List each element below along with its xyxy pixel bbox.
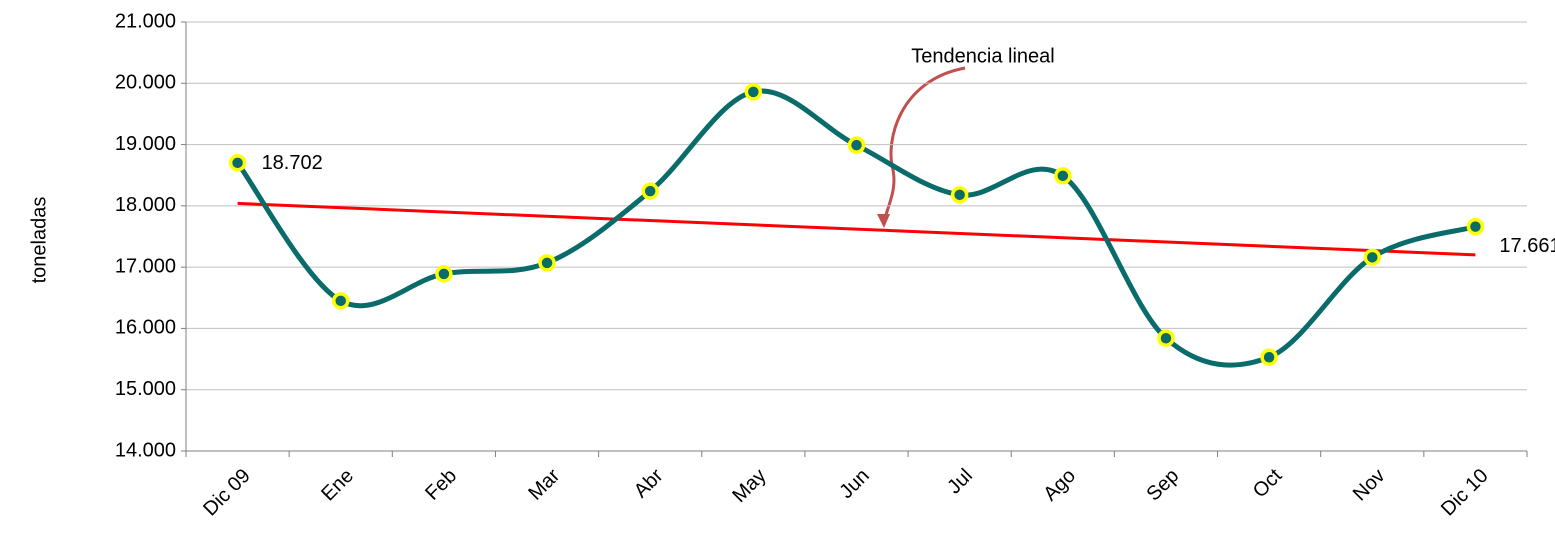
x-tick-label: Oct: [1249, 464, 1287, 502]
y-tick-label: 16.000: [115, 317, 176, 339]
x-tick-label: Nov: [1349, 465, 1390, 506]
y-tick-label: 19.000: [115, 133, 176, 155]
x-tick-label: Mar: [524, 464, 564, 504]
point: [950, 186, 969, 204]
data-label: 17.661: [1499, 235, 1555, 257]
x-tick-label: May: [728, 465, 770, 507]
point: [847, 136, 866, 154]
y-tick-label: 20.000: [115, 72, 176, 94]
point: [1466, 217, 1485, 236]
x-tick-label: Sep: [1143, 465, 1184, 506]
x-tick-label: Ago: [1039, 465, 1080, 506]
point: [1054, 167, 1072, 185]
y-tick-label: 15.000: [115, 378, 176, 400]
x-tick-label: Ene: [317, 465, 358, 506]
y-tick-label: 17.000: [115, 255, 176, 277]
arrow-head: [877, 214, 890, 228]
y-tick-label: 18.000: [115, 194, 176, 216]
point: [641, 182, 659, 200]
x-tick-label: Dic 10: [1437, 465, 1493, 521]
y-tick-label: 21.000: [115, 10, 176, 32]
point: [228, 154, 247, 172]
annotation: Tendencia lineal: [911, 45, 1054, 67]
x-tick-label: Jul: [943, 465, 977, 499]
point: [331, 292, 350, 310]
x-tick-label: Feb: [421, 465, 461, 505]
point: [1260, 348, 1278, 366]
point: [1363, 248, 1382, 267]
trend-line: [237, 201, 1476, 257]
x-tick-label: Dic 09: [199, 465, 255, 521]
y-tick-label: 14.000: [115, 439, 176, 461]
x-tick-label: Abr: [630, 464, 668, 502]
point: [744, 83, 763, 101]
point: [435, 265, 453, 283]
annotation-arrow: [882, 66, 966, 223]
point: [1157, 329, 1175, 347]
data-label: 18.702: [262, 152, 323, 174]
y-axis-label: toneladas: [28, 197, 50, 284]
point: [538, 254, 556, 272]
x-tick-label: Jun: [835, 465, 873, 503]
